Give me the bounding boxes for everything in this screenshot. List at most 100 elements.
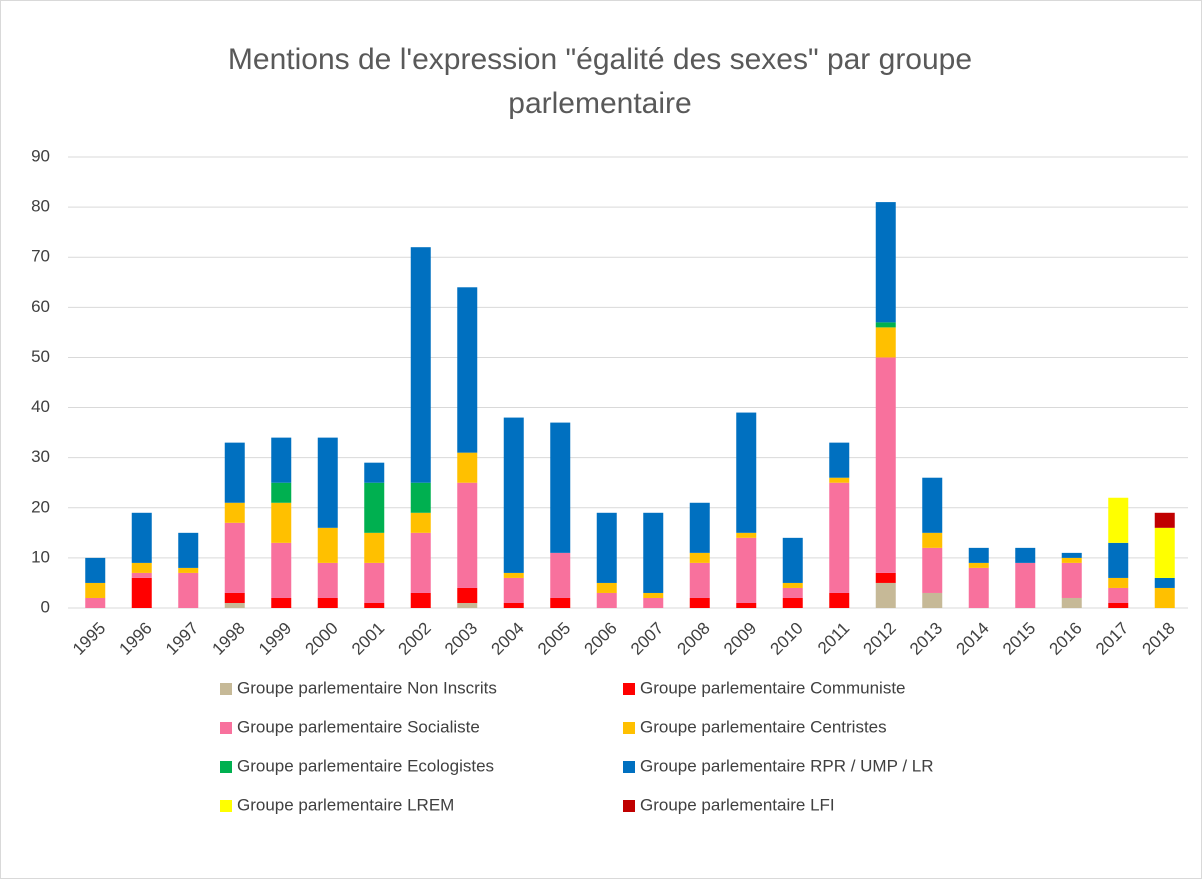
bar-segment	[364, 602, 385, 608]
bar-segment	[503, 577, 524, 603]
bar-segment	[503, 417, 524, 573]
bar-segment	[736, 602, 757, 608]
bar-segment	[271, 597, 292, 608]
bar-segment	[829, 477, 850, 483]
bar-segment	[922, 547, 943, 593]
y-tick-label: 60	[31, 297, 50, 316]
bar-segment	[1154, 512, 1175, 528]
bar-segment	[922, 592, 943, 608]
x-tick-label: 2003	[441, 619, 481, 659]
bar-segment	[1061, 597, 1082, 608]
bar-segment	[922, 532, 943, 548]
bar-segment	[457, 482, 478, 588]
bar-segment	[689, 552, 710, 563]
y-tick-label: 30	[31, 447, 50, 466]
bar-segment	[1061, 557, 1082, 563]
bar-segment	[736, 532, 757, 538]
x-tick-label: 1995	[69, 619, 109, 659]
bar-segment	[736, 412, 757, 533]
x-tick-label: 2017	[1092, 619, 1132, 659]
x-tick-label: 2004	[488, 619, 528, 659]
bar-segment	[875, 572, 896, 583]
bar-segment	[364, 462, 385, 483]
x-tick-label: 2012	[860, 619, 900, 659]
bar-segment	[689, 597, 710, 608]
bar-segment	[271, 542, 292, 598]
bar-segment	[1108, 542, 1129, 578]
bar-segment	[875, 582, 896, 608]
x-tick-label: 2014	[953, 619, 993, 659]
bar-segment	[131, 572, 152, 578]
bar-segment	[875, 357, 896, 573]
x-tick-label: 2016	[1046, 619, 1086, 659]
x-tick-label: 2002	[395, 619, 435, 659]
bar-segment	[1108, 497, 1129, 543]
x-tick-label: 1996	[116, 619, 156, 659]
bar-segment	[178, 567, 199, 573]
bar-segment	[550, 597, 571, 608]
x-tick-label: 2013	[906, 619, 946, 659]
bar-segment	[317, 597, 338, 608]
bar-segment	[1061, 552, 1082, 558]
bar-segment	[596, 582, 617, 593]
bar-segment	[364, 562, 385, 603]
x-tick-label: 2011	[814, 619, 853, 658]
bar-segment	[131, 577, 152, 608]
x-tick-label: 2009	[720, 619, 760, 659]
x-tick-label: 2000	[302, 619, 342, 659]
bar-segment	[875, 202, 896, 323]
chart-title: Mentions de l'expression "égalité des se…	[227, 43, 973, 120]
x-tick-label: 2015	[999, 619, 1039, 659]
bar-segment	[782, 597, 803, 608]
bar-segment	[1061, 562, 1082, 598]
legend-label: Groupe parlementaire Centristes	[640, 717, 887, 736]
bar-segment	[364, 482, 385, 533]
bar-segment	[643, 592, 664, 598]
y-tick-label: 50	[31, 347, 50, 366]
bar-segment	[410, 512, 431, 533]
legend-label: Groupe parlementaire Communiste	[640, 678, 906, 697]
bar-segment	[596, 512, 617, 583]
bar-segment	[131, 562, 152, 573]
y-tick-label: 80	[31, 197, 50, 216]
bar-segment	[875, 327, 896, 358]
y-tick-label: 10	[31, 547, 50, 566]
legend-label: Groupe parlementaire Socialiste	[237, 717, 480, 736]
bar-segment	[550, 422, 571, 553]
bar-segment	[178, 572, 199, 608]
bar-segment	[689, 502, 710, 553]
bar-segment	[85, 597, 106, 608]
legend-swatch	[623, 761, 635, 773]
legend-swatch	[623, 722, 635, 734]
bar-segment	[224, 522, 245, 593]
y-tick-label: 70	[31, 247, 50, 266]
x-tick-label: 1998	[209, 619, 249, 659]
bar-segment	[317, 437, 338, 528]
legend-swatch	[623, 683, 635, 695]
x-tick-label: 1997	[162, 619, 202, 659]
bar-segment	[782, 582, 803, 588]
legend-swatch	[220, 761, 232, 773]
legend-swatch	[220, 722, 232, 734]
legend-label: Groupe parlementaire LREM	[237, 795, 454, 814]
bar-segment	[829, 442, 850, 478]
bar-segment	[1015, 547, 1036, 563]
legend-label: Groupe parlementaire Non Inscrits	[237, 678, 497, 697]
bar-segment	[968, 547, 989, 563]
bar-segment	[1108, 587, 1129, 603]
x-tick-label: 1999	[255, 619, 295, 659]
bar-segment	[503, 572, 524, 578]
bar-segment	[410, 247, 431, 483]
bar-segment	[782, 587, 803, 598]
bar-segment	[224, 602, 245, 608]
bar-segment	[736, 537, 757, 603]
bar-segment	[271, 502, 292, 543]
y-tick-label: 20	[31, 497, 50, 516]
bar-segment	[1108, 577, 1129, 588]
legend-label: Groupe parlementaire LFI	[640, 795, 835, 814]
bar-segment	[550, 552, 571, 598]
bar-segment	[1108, 602, 1129, 608]
bar-segment	[410, 532, 431, 593]
bar-segment	[1154, 577, 1175, 588]
